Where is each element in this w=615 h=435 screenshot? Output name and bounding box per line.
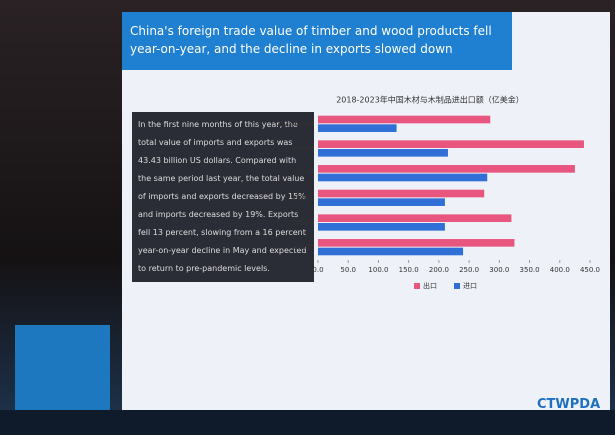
bar [318,140,584,148]
bar [318,174,487,182]
title-line: year-on-year, and the decline in exports… [130,40,504,58]
slide-title: China's foreign trade value of timber an… [122,12,512,70]
bar [318,190,484,198]
legend-swatch [414,283,420,289]
y-tick-label: 2023年1-9月 [277,120,314,128]
x-tick-label: 450.0 [580,266,600,274]
chart-title: 2018-2023年中国木材与木制品进出口额（亿美金） [336,95,524,105]
x-tick-label: 0.0 [312,266,323,274]
bar [318,239,514,247]
bar [318,248,463,256]
bar [318,124,397,132]
bar [318,223,445,231]
legend-label: 进口 [463,282,477,290]
legend-swatch [454,283,460,289]
stage [0,410,615,435]
x-tick-label: 200.0 [429,266,449,274]
x-tick-label: 300.0 [489,266,509,274]
x-tick-label: 100.0 [368,266,388,274]
x-tick-label: 150.0 [399,266,419,274]
y-tick-label: 2019年 [293,219,314,227]
x-tick-label: 400.0 [550,266,570,274]
bar [318,165,575,173]
bar [318,198,445,206]
chart: 2018-2023年中国木材与木制品进出口额（亿美金） 0.0 50.0 100.0… [270,90,605,305]
legend-label: 出口 [423,281,437,290]
side-screen [15,325,110,415]
bar [318,214,511,222]
x-tick-label: 350.0 [520,266,540,274]
y-tick-label: 2022年 [293,145,314,153]
x-tick-label: 250.0 [459,266,479,274]
y-tick-label: 2021年 [293,169,314,177]
y-tick-label: 2020年 [293,194,314,202]
title-line: China's foreign trade value of timber an… [130,22,504,40]
x-tick-label: 50.0 [340,266,356,274]
bar [318,149,448,157]
photo: China's foreign trade value of timber an… [0,0,615,435]
y-tick-label: 2018年 [293,243,314,251]
bar [318,116,490,124]
